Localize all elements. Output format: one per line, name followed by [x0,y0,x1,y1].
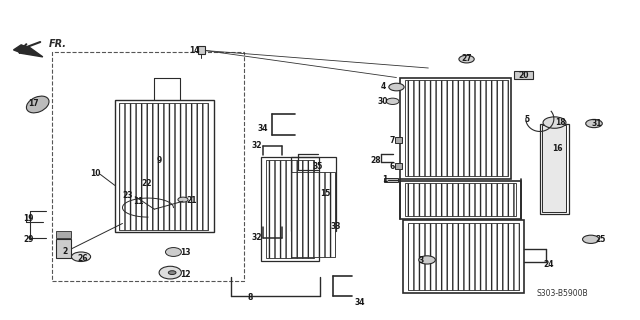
Bar [384,178,397,181]
Circle shape [168,271,176,275]
Circle shape [178,197,188,202]
Text: 14: 14 [189,46,200,55]
Bar [266,160,314,258]
Text: 29: 29 [23,236,33,244]
Text: 22: 22 [141,179,152,188]
Bar [119,103,209,230]
Bar [404,183,516,216]
Text: 3: 3 [418,256,423,265]
Circle shape [582,235,599,244]
Bar [408,223,520,290]
Text: 21: 21 [186,196,196,205]
Text: 33: 33 [331,222,341,231]
Text: 10: 10 [90,169,101,178]
Text: 16: 16 [552,144,563,153]
Text: 7: 7 [389,135,395,145]
Bar [394,163,402,169]
Circle shape [459,55,474,63]
Text: 25: 25 [595,236,605,244]
Text: 32: 32 [251,233,262,242]
Circle shape [387,98,399,105]
Bar [515,71,534,79]
Bar [291,172,335,257]
Text: 35: 35 [313,162,323,171]
Text: 30: 30 [377,97,388,106]
Bar [394,137,402,142]
Text: 18: 18 [556,118,566,127]
Text: 8: 8 [247,293,253,302]
Text: S303-B5900B: S303-B5900B [536,289,588,298]
Text: 31: 31 [592,119,602,128]
Circle shape [72,252,91,261]
Text: 34: 34 [355,298,365,307]
Text: 5: 5 [525,115,530,124]
Text: 19: 19 [23,214,33,223]
Text: 24: 24 [543,260,554,268]
Bar [56,239,72,258]
Text: 11: 11 [133,197,143,206]
Circle shape [419,256,435,264]
Circle shape [389,83,404,91]
Text: 32: 32 [251,141,262,150]
Ellipse shape [26,96,49,113]
Text: FR.: FR. [49,39,67,49]
Text: 27: 27 [461,54,472,63]
Ellipse shape [159,266,181,279]
Text: 34: 34 [257,124,268,133]
Text: 12: 12 [180,270,190,279]
Circle shape [586,119,602,128]
FancyBboxPatch shape [541,125,566,212]
Text: 28: 28 [371,156,381,165]
Text: 4: 4 [381,82,387,91]
Text: 20: 20 [518,71,529,80]
Text: 13: 13 [180,248,190,257]
Text: 26: 26 [77,254,88,263]
Bar [404,80,508,177]
Bar [198,46,205,54]
Text: 2: 2 [63,247,68,257]
Ellipse shape [166,248,181,256]
Circle shape [543,117,566,128]
Text: 1: 1 [381,175,387,185]
Bar [56,231,72,238]
Text: 17: 17 [28,99,38,108]
Text: 9: 9 [157,156,162,164]
Text: 15: 15 [320,189,330,198]
FancyArrow shape [13,45,43,57]
Text: 23: 23 [122,191,133,200]
Text: 6: 6 [389,163,395,172]
